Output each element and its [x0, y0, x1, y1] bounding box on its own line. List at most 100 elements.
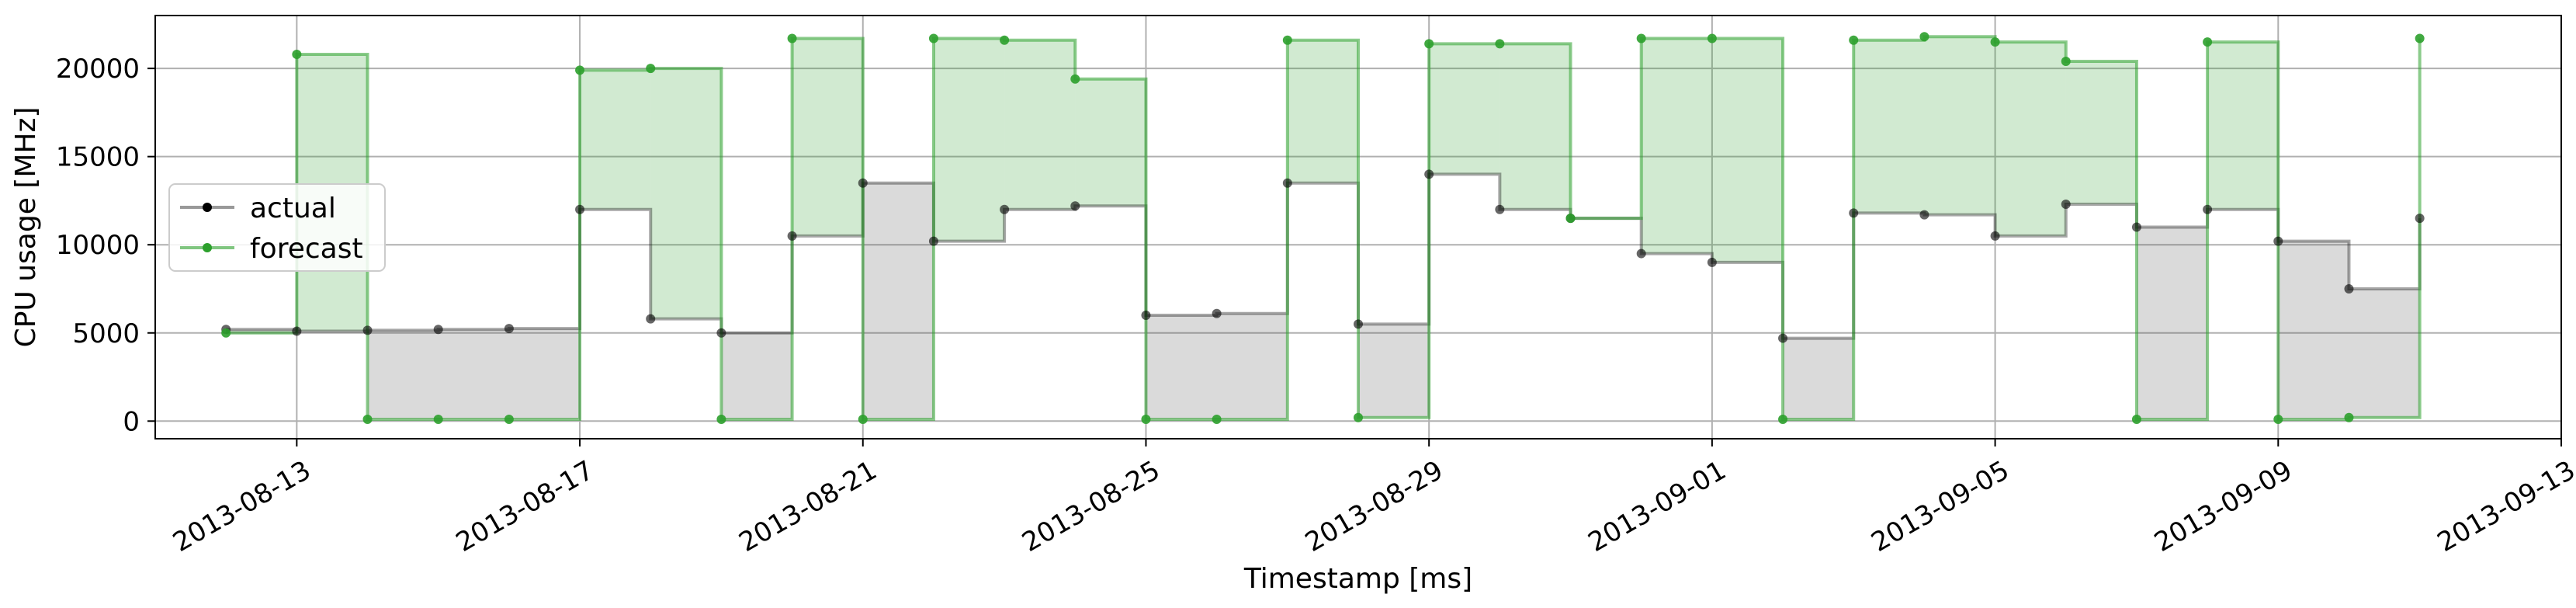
actual-data-point [1990, 231, 2000, 241]
forecast-data-point [221, 328, 231, 338]
actual-data-point [1354, 319, 1363, 329]
forecast-data-point [1778, 415, 1788, 425]
forecast-data-point [575, 65, 585, 75]
forecast-data-point [1849, 35, 1859, 45]
forecast-data-point [1354, 412, 1363, 422]
forecast-data-point [2344, 412, 2354, 422]
forecast-data-point [2203, 37, 2213, 47]
y-tick-label: 0 [123, 406, 140, 437]
actual-data-point [1282, 178, 1292, 188]
difference-fill [1146, 315, 1217, 420]
difference-fill [1287, 40, 1358, 183]
actual-data-point [433, 325, 443, 335]
difference-fill [2065, 61, 2137, 204]
difference-fill [1995, 42, 2066, 236]
forecast-data-point [2061, 57, 2071, 67]
difference-fill [1216, 313, 1288, 420]
difference-fill [1358, 324, 1430, 418]
actual-data-point [575, 204, 585, 214]
difference-fill [1853, 40, 1925, 214]
y-tick-label: 20000 [56, 54, 140, 85]
forecast-data-point [716, 415, 726, 425]
difference-fill [580, 70, 651, 210]
forecast-data-point [1636, 33, 1646, 43]
actual-legend-marker [203, 203, 212, 212]
actual-data-point [1212, 308, 1222, 318]
plot-frame [154, 15, 2562, 439]
actual-data-point [1849, 208, 1859, 218]
forecast-data-point [928, 33, 938, 43]
forecast-data-point [1495, 39, 1505, 49]
forecast-data-point [787, 33, 797, 43]
difference-fill [1429, 43, 1500, 175]
forecast-data-point [504, 415, 514, 425]
y-tick-label: 10000 [56, 230, 140, 261]
forecast-legend-marker [203, 243, 212, 252]
forecast-data-point [1424, 39, 1434, 49]
forecast-legend-label: forecast [250, 233, 363, 265]
forecast-data-point [1565, 214, 1576, 224]
actual-data-point [646, 314, 656, 324]
forecast-data-point [858, 415, 868, 425]
actual-data-point [2061, 199, 2071, 209]
actual-data-point [858, 178, 868, 188]
forecast-data-point [2131, 415, 2141, 425]
actual-legend-label: actual [250, 193, 336, 224]
forecast-data-point [2273, 415, 2283, 425]
difference-fill [508, 328, 581, 420]
actual-data-point [1636, 248, 1646, 259]
difference-fill [226, 329, 297, 333]
difference-fill [2278, 241, 2349, 420]
actual-data-point [2273, 236, 2283, 246]
difference-fill [862, 182, 934, 420]
actual-data-point [716, 328, 726, 338]
x-axis-label: Timestamp [ms] [1243, 563, 1472, 595]
actual-data-point [292, 326, 302, 336]
actual-data-point [1070, 201, 1080, 211]
actual-data-point [2415, 214, 2425, 224]
forecast-data-point [1707, 33, 1717, 43]
forecast-data-point [292, 49, 302, 59]
difference-fill [2207, 42, 2279, 210]
actual-data-point [787, 231, 797, 241]
difference-fill [1641, 38, 1712, 254]
difference-fill [1075, 78, 1146, 207]
actual-data-point [2344, 283, 2354, 294]
actual-data-point [1495, 204, 1505, 214]
difference-fill [1499, 43, 1571, 210]
y-tick-label: 5000 [72, 318, 140, 349]
difference-fill [792, 38, 863, 236]
difference-fill [2136, 227, 2208, 420]
forecast-data-point [1212, 415, 1222, 425]
actual-data-point [1141, 311, 1151, 321]
actual-data-point [928, 236, 938, 246]
difference-fill [1783, 338, 1854, 420]
forecast-data-point [1282, 35, 1292, 45]
forecast-data-point [433, 415, 443, 425]
difference-fill [650, 68, 722, 319]
forecast-data-point [2415, 33, 2425, 43]
actual-data-point [504, 324, 514, 334]
difference-fill [1711, 38, 1784, 262]
fill-regions [226, 36, 2420, 420]
difference-fill [2349, 288, 2420, 418]
actual-data-point [1707, 257, 1717, 267]
actual-data-point [2203, 204, 2213, 214]
difference-fill [933, 38, 1005, 241]
forecast-data-point [1000, 35, 1010, 45]
y-axis-ticks: 0 5000 10000 15000 20000 [56, 54, 155, 437]
forecast-data-point [1990, 37, 2000, 47]
actual-data-point [2131, 222, 2141, 232]
difference-fill [721, 332, 792, 420]
forecast-data-point [1919, 32, 1929, 42]
actual-data-point [1000, 204, 1010, 214]
difference-fill [1924, 36, 1995, 215]
legend: actual forecast [168, 183, 386, 272]
y-axis-label: CPU usage [MHz] [10, 107, 42, 348]
y-tick-label: 15000 [56, 142, 140, 173]
forecast-data-point [362, 415, 373, 425]
actual-data-point [1778, 333, 1788, 343]
actual-data-point [1919, 210, 1929, 220]
difference-fill [438, 329, 509, 420]
